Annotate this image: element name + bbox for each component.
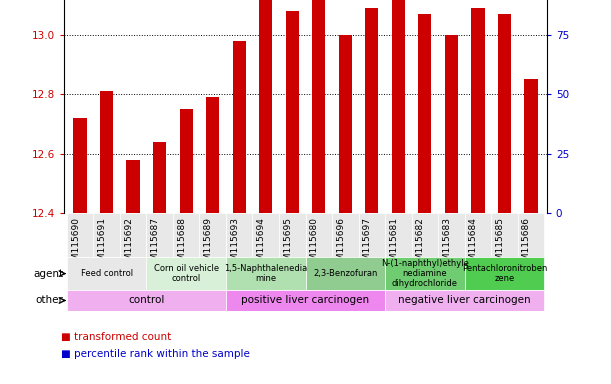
Bar <box>173 213 199 257</box>
Text: GSM115692: GSM115692 <box>124 217 133 271</box>
Bar <box>199 213 226 257</box>
Bar <box>147 257 226 290</box>
Text: Feed control: Feed control <box>81 269 133 278</box>
Bar <box>120 213 147 257</box>
Text: GSM115693: GSM115693 <box>230 217 239 271</box>
Text: control: control <box>128 295 164 306</box>
Bar <box>471 8 485 213</box>
Bar <box>491 213 518 257</box>
Text: 1,5-Naphthalenedia
mine: 1,5-Naphthalenedia mine <box>224 264 307 283</box>
Text: Corn oil vehicle
control: Corn oil vehicle control <box>153 264 219 283</box>
Text: GSM115681: GSM115681 <box>389 217 398 271</box>
Text: GSM115686: GSM115686 <box>522 217 531 271</box>
Text: GSM115684: GSM115684 <box>469 217 478 271</box>
Text: Pentachloronitroben
zene: Pentachloronitroben zene <box>462 264 547 283</box>
Text: GSM115695: GSM115695 <box>284 217 292 271</box>
Text: GSM115685: GSM115685 <box>496 217 505 271</box>
Bar <box>147 213 173 257</box>
Bar <box>365 8 378 213</box>
Bar <box>226 213 252 257</box>
Bar <box>67 290 226 311</box>
Text: GSM115682: GSM115682 <box>416 217 425 271</box>
Bar <box>67 213 93 257</box>
Text: GSM115687: GSM115687 <box>151 217 159 271</box>
Bar <box>385 290 544 311</box>
Text: GSM115688: GSM115688 <box>177 217 186 271</box>
Text: GSM115694: GSM115694 <box>257 217 266 271</box>
Text: N-(1-naphthyl)ethyle
nediamine
dihydrochloride: N-(1-naphthyl)ethyle nediamine dihydroch… <box>381 259 469 288</box>
Bar <box>392 0 405 213</box>
Bar <box>332 213 359 257</box>
Text: agent: agent <box>34 268 64 279</box>
Bar <box>285 11 299 213</box>
Text: ■ percentile rank within the sample: ■ percentile rank within the sample <box>61 349 250 359</box>
Bar <box>385 257 464 290</box>
Text: GSM115680: GSM115680 <box>310 217 319 271</box>
Bar <box>385 213 412 257</box>
Bar <box>445 35 458 213</box>
Text: GSM115697: GSM115697 <box>363 217 372 271</box>
Bar <box>206 97 219 213</box>
Bar <box>418 14 431 213</box>
Bar <box>279 213 306 257</box>
Bar <box>306 213 332 257</box>
Bar <box>233 40 246 213</box>
Bar <box>93 213 120 257</box>
Text: 2,3-Benzofuran: 2,3-Benzofuran <box>313 269 378 278</box>
Bar <box>126 159 140 213</box>
Bar <box>252 213 279 257</box>
Bar <box>338 35 352 213</box>
Text: GSM115691: GSM115691 <box>98 217 106 271</box>
Bar <box>180 109 193 213</box>
Text: GSM115689: GSM115689 <box>203 217 213 271</box>
Bar <box>412 213 438 257</box>
Bar <box>73 118 87 213</box>
Bar <box>67 257 147 290</box>
Bar <box>226 290 385 311</box>
Text: other: other <box>36 295 64 306</box>
Bar <box>438 213 464 257</box>
Bar <box>498 14 511 213</box>
Bar <box>226 257 306 290</box>
Bar <box>153 142 166 213</box>
Bar <box>359 213 385 257</box>
Bar <box>312 0 326 213</box>
Text: positive liver carcinogen: positive liver carcinogen <box>241 295 370 306</box>
Bar <box>100 91 113 213</box>
Text: GSM115683: GSM115683 <box>442 217 452 271</box>
Bar <box>259 0 273 213</box>
Text: GSM115696: GSM115696 <box>336 217 345 271</box>
Bar <box>524 79 538 213</box>
Text: negative liver carcinogen: negative liver carcinogen <box>398 295 531 306</box>
Bar <box>464 257 544 290</box>
Bar <box>464 213 491 257</box>
Text: GSM115690: GSM115690 <box>71 217 80 271</box>
Text: ■ transformed count: ■ transformed count <box>61 332 171 342</box>
Bar <box>306 257 385 290</box>
Bar <box>518 213 544 257</box>
